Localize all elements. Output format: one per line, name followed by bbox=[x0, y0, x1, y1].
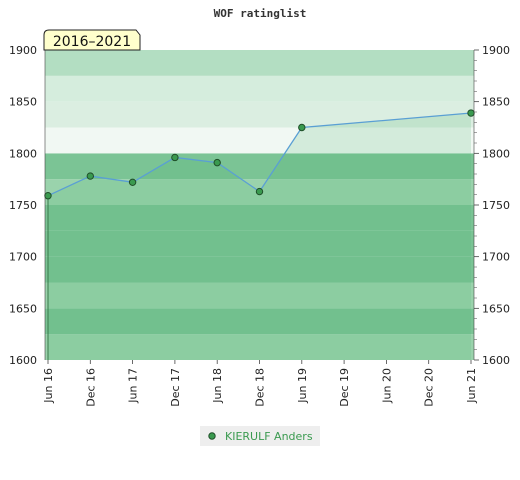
x-tick-dec-20: Dec 20 bbox=[423, 368, 436, 407]
y-tick-right-1600: 1600 bbox=[482, 354, 510, 367]
x-axis: Jun 16 Dec 16 Jun 17 Dec 17 Jun 18 Dec 18 Jun … bbox=[42, 360, 478, 407]
data-point-jun-19[interactable] bbox=[298, 123, 306, 132]
x-tick-jun-20: Jun 20 bbox=[380, 368, 393, 404]
data-point-jun-16[interactable] bbox=[44, 192, 52, 200]
y-tick-left-1750: 1750 bbox=[9, 199, 37, 212]
y-tick-right-1750: 1750 bbox=[482, 199, 510, 212]
background-bands bbox=[45, 50, 474, 360]
legend-box bbox=[200, 426, 320, 446]
data-point-dec-17[interactable] bbox=[171, 153, 179, 162]
y-tick-left-1900: 1900 bbox=[9, 44, 37, 57]
data-point-jun-18[interactable] bbox=[213, 158, 221, 167]
y-tick-right-1850: 1850 bbox=[482, 96, 510, 109]
period-label-text: 2016–2021 bbox=[53, 34, 131, 50]
y-tick-left-1700: 1700 bbox=[9, 251, 37, 264]
x-tick-jun-19: Jun 19 bbox=[296, 368, 309, 404]
rating-line bbox=[47, 112, 472, 360]
rating-area bbox=[48, 113, 471, 361]
band-1625 bbox=[45, 308, 474, 335]
band-1800 bbox=[45, 127, 474, 154]
y-tick-left-1800: 1800 bbox=[9, 147, 37, 160]
x-tick-jun-16: Jun 16 bbox=[42, 368, 55, 404]
y-tick-right-1900: 1900 bbox=[482, 44, 510, 57]
data-point-jun-21[interactable] bbox=[467, 109, 475, 117]
y-tick-left-1600: 1600 bbox=[9, 354, 37, 367]
x-tick-jun-17: Jun 17 bbox=[127, 368, 140, 404]
chart-title: WOF ratinglist bbox=[214, 7, 307, 20]
band-1775 bbox=[45, 153, 474, 180]
x-tick-dec-17: Dec 17 bbox=[169, 368, 182, 407]
band-1650 bbox=[45, 282, 474, 309]
band-1700 bbox=[45, 230, 474, 257]
data-point-dec-16[interactable] bbox=[86, 172, 95, 180]
y-tick-right-1700: 1700 bbox=[482, 251, 510, 264]
y-tick-left-1850: 1850 bbox=[9, 96, 37, 109]
y-tick-right-1650: 1650 bbox=[482, 302, 510, 315]
x-tick-dec-19: Dec 19 bbox=[338, 368, 351, 407]
x-tick-jun-21: Jun 21 bbox=[465, 368, 478, 404]
area-fill bbox=[48, 113, 471, 361]
rating-markers bbox=[44, 109, 475, 200]
band-1875 bbox=[45, 50, 474, 76]
legend[interactable]: KIERULF Anders bbox=[200, 426, 320, 446]
y-tick-left-1650: 1650 bbox=[9, 302, 37, 315]
band-1725 bbox=[45, 205, 474, 231]
x-tick-dec-16: Dec 16 bbox=[84, 368, 97, 407]
band-1675 bbox=[45, 256, 474, 283]
band-1600 bbox=[45, 334, 474, 360]
legend-marker bbox=[208, 432, 216, 440]
series-line bbox=[47, 112, 472, 197]
data-point-dec-18[interactable] bbox=[255, 187, 264, 196]
y-tick-right-1800: 1800 bbox=[482, 147, 510, 160]
y-axis-right: 1600 1650 1700 1750 1800 1850 1900 bbox=[474, 44, 510, 367]
band-1850 bbox=[45, 75, 474, 102]
period-label: 2016–2021 bbox=[43, 29, 141, 51]
x-tick-dec-18: Dec 18 bbox=[254, 368, 267, 407]
legend-label: KIERULF Anders bbox=[225, 430, 313, 443]
data-point-jun-17[interactable] bbox=[128, 178, 137, 186]
x-tick-jun-18: Jun 18 bbox=[211, 368, 224, 404]
y-axis-left: 1600 1650 1700 1750 1800 1850 1900 bbox=[9, 44, 37, 367]
band-1825 bbox=[45, 101, 474, 128]
